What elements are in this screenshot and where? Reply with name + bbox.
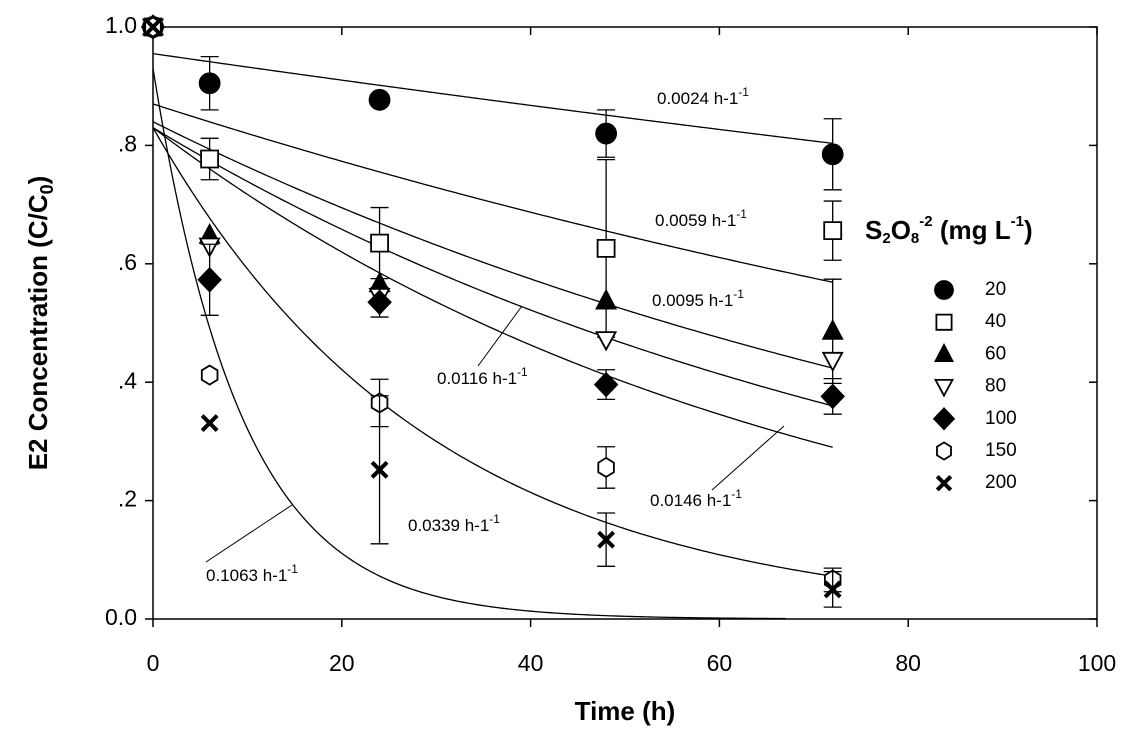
fit-curve [152,127,833,577]
legend-marker [934,342,954,363]
fit-label: 0.0339 h-1-1 [408,512,500,535]
plot-frame [152,26,1098,620]
fit-label-sup: -1 [287,562,298,576]
legend-title-part: ) [1024,215,1033,245]
legend-title-sup: -2 [919,213,932,230]
marker [595,288,618,310]
marker [595,331,618,352]
fit-label-text: 0.0095 h-1 [652,291,733,310]
fit-label: 0.0116 h-1-1 [437,365,528,388]
legend-marker [935,313,953,331]
y-axis-title-text: E2 Concentration (C/C [23,194,53,470]
legend-label: 150 [985,440,1017,461]
marker [200,364,219,386]
fit-label-text: 0.0146 h-1 [650,491,731,510]
fit-label-sup: -1 [736,207,747,221]
marker [370,460,389,479]
fit-label-sup: -1 [517,365,528,379]
y-tick-label: 0.0 [105,604,137,630]
fit-curve [152,127,833,407]
marker [370,233,390,253]
legend-title-sub: 2 [882,230,890,247]
fit-label-sup: -1 [731,487,742,501]
fit-curve [152,103,833,283]
x-tick-label: 100 [1078,650,1116,676]
fit-label-sup: -1 [738,85,749,99]
leader-line [205,504,293,563]
marker [368,88,391,111]
fit-curve [152,52,833,145]
y-tick-label: .6 [118,249,137,275]
legend-title: S2O8-2 (mg L-1) [865,213,1033,247]
legend-marker [932,407,956,431]
legend-label: 20 [985,279,1006,300]
x-tick-label: 60 [707,650,733,676]
fit-label: 0.0095 h-1-1 [652,287,744,310]
fit-label-text: 0.0024 h-1 [657,89,738,108]
fit-label: 0.0024 h-1-1 [657,85,749,108]
marker [597,456,615,478]
x-tick-label: 40 [518,650,544,676]
fit-curve [152,68,786,620]
marker [197,266,222,293]
fit-label: 0.0059 h-1-1 [655,207,747,230]
marker [367,289,392,316]
x-tick-label: 20 [329,650,355,676]
legend-marker [936,441,952,461]
legend-marker [935,475,953,492]
marker [200,414,219,432]
legend-label: 80 [985,376,1006,397]
legend-title-part: S [865,215,882,245]
marker [595,122,618,145]
legend-title-part: (mg L [933,215,1011,245]
leader-line [477,305,523,367]
legend-marker [933,378,955,398]
legend-label: 60 [985,343,1006,364]
legend-label: 100 [985,408,1017,429]
y-axis-title-end: ) [23,176,53,185]
y-tick-label: 1.0 [105,12,137,38]
x-tick-label: 80 [895,650,921,676]
marker [820,383,845,410]
marker [144,18,162,36]
y-tick-label: .4 [118,367,137,393]
fit-curve [152,121,833,369]
fit-label-text: 0.1063 h-1 [206,566,287,585]
legend-title-sub: 8 [911,230,919,247]
legend-marker [934,280,954,300]
marker [823,580,842,599]
marker [597,530,616,549]
legend-title-sup: -1 [1011,213,1024,230]
y-axis-title-sub: 0 [37,184,57,194]
marker [593,371,619,398]
y-tick-label: .8 [118,130,137,156]
legend-label: 200 [985,472,1017,493]
marker [821,351,844,373]
y-tick-label: .2 [118,486,137,512]
fit-label: 0.0146 h-1-1 [650,487,742,510]
marker [596,238,616,258]
x-tick-label: 0 [147,650,160,676]
fit-label-text: 0.0116 h-1 [437,369,517,388]
fit-label-text: 0.0059 h-1 [655,211,736,230]
legend-title-part: O [891,215,911,245]
marker [198,72,221,95]
x-axis-title: Time (h) [575,696,676,726]
legend-label: 40 [985,311,1006,332]
marker [821,143,844,166]
fit-label-sup: -1 [733,287,744,301]
fit-label-sup: -1 [489,512,500,526]
fit-curve [152,127,833,448]
fit-label: 0.1063 h-1-1 [206,562,298,585]
marker [200,149,220,169]
fit-label-text: 0.0339 h-1 [408,516,489,535]
y-axis-title: E2 Concentration (C/C0) [23,176,57,471]
leader-line [711,425,785,491]
marker [821,318,844,340]
marker [823,221,843,241]
